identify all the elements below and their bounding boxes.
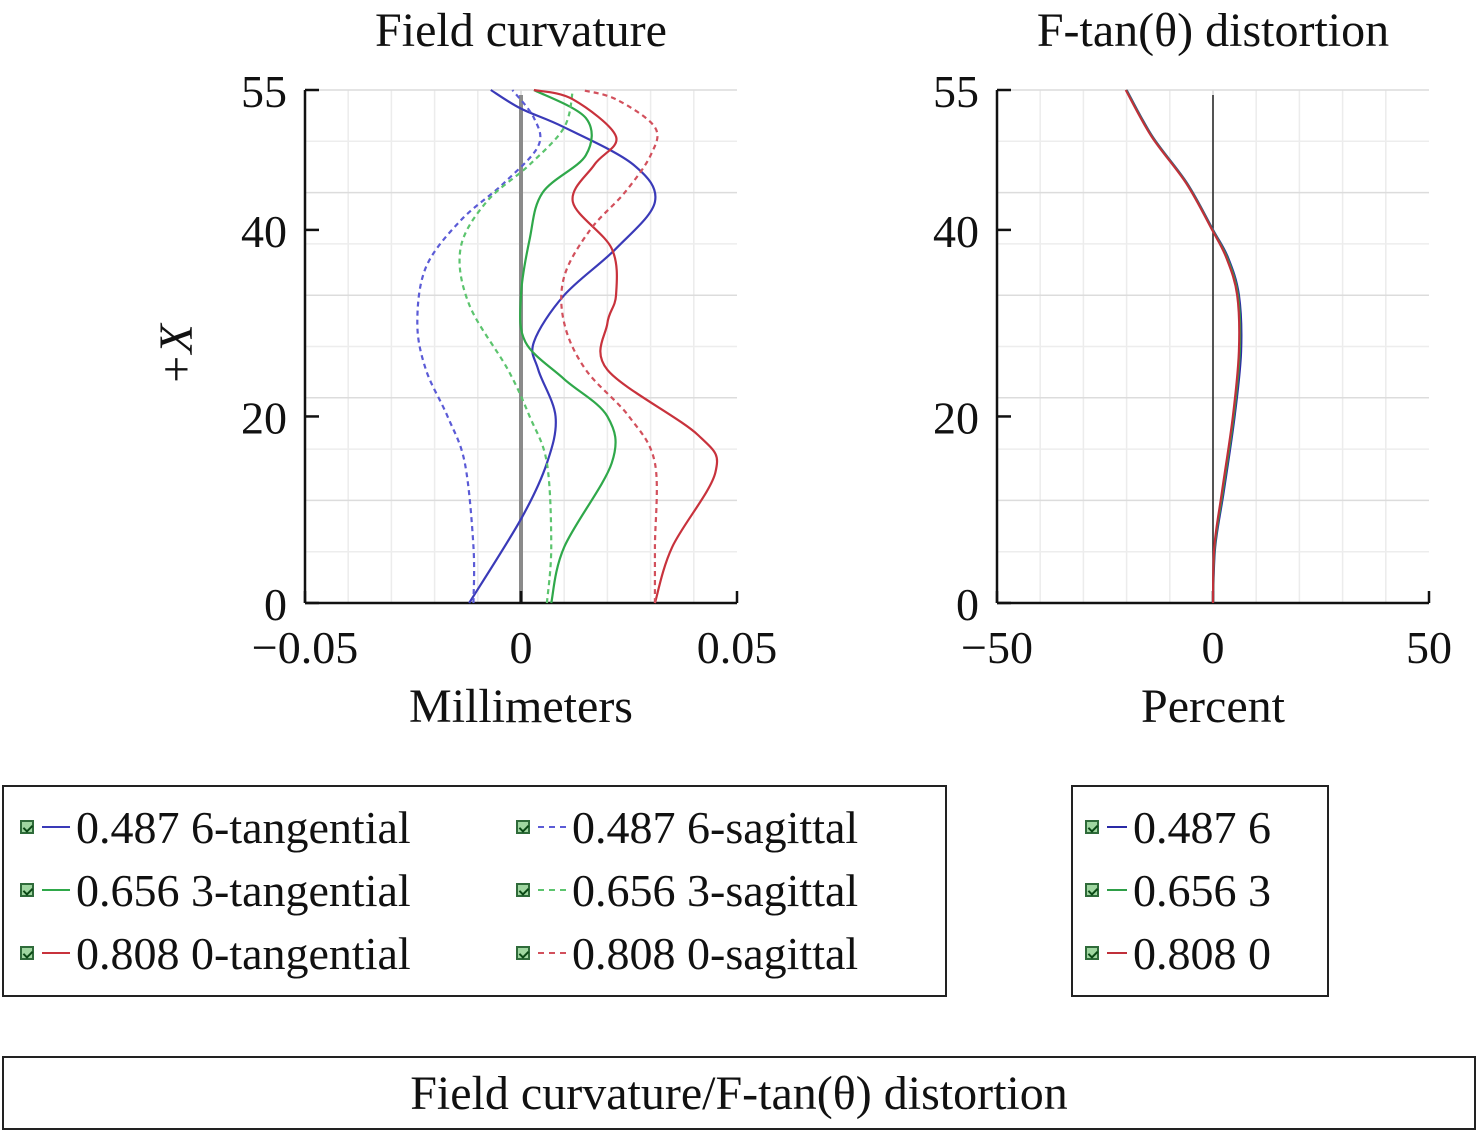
legend-checkbox-icon[interactable]: [516, 883, 530, 897]
x-axis-label: Percent: [1141, 680, 1286, 733]
y-tick-label: 40: [933, 206, 979, 257]
y-tick-label: 0: [264, 579, 287, 630]
y-tick-label: 40: [241, 206, 287, 257]
legend-label: 0.656 3-sagittal: [572, 864, 859, 916]
chart-title: F-tan(θ) distortion: [1037, 4, 1389, 57]
legend-checkbox-icon[interactable]: [20, 946, 34, 960]
legend-item[interactable]: 0.656 3-sagittal: [516, 860, 858, 920]
legend-label: 0.808 0-sagittal: [572, 927, 859, 979]
y-tick-label: 55: [241, 66, 287, 117]
legend-swatch: [42, 826, 70, 828]
legend-swatch: [538, 952, 566, 954]
legend-item[interactable]: 0.487 6-sagittal: [516, 797, 858, 857]
x-tick-label: 50: [1406, 622, 1452, 673]
legend-checkbox-icon[interactable]: [516, 820, 530, 834]
series-line-2: [1124, 89, 1241, 604]
legend-item[interactable]: 0.808 0-tangential: [20, 923, 411, 983]
y-tick-label: 55: [933, 66, 979, 117]
field-curvature-legend: 0.487 6-tangential 0.487 6-sagittal 0.656 …: [2, 785, 947, 997]
series-line-3: [458, 89, 574, 604]
legend-swatch: [1107, 826, 1127, 828]
series-line-1: [416, 89, 542, 604]
legend-swatch: [42, 952, 70, 954]
legend-checkbox-icon[interactable]: [20, 820, 34, 834]
figure-caption-bar: Field curvature/F-tan(θ) distortion: [2, 1056, 1476, 1130]
y-tick-label: 20: [933, 392, 979, 443]
legend-label: 0.808 0: [1133, 927, 1271, 979]
legend-item[interactable]: 0.656 3-tangential: [20, 860, 411, 920]
legend-label: 0.487 6-sagittal: [572, 801, 859, 853]
x-tick-label: −0.05: [252, 622, 358, 673]
series-line-4: [533, 88, 719, 604]
legend-swatch: [538, 826, 566, 828]
legend-item[interactable]: 0.487 6: [1085, 797, 1271, 857]
legend-swatch: [42, 889, 70, 891]
y-axis-label: +X: [150, 322, 203, 385]
x-tick-label: 0: [1202, 622, 1225, 673]
legend-checkbox-icon[interactable]: [1085, 883, 1099, 897]
legend-item[interactable]: 0.808 0: [1085, 923, 1271, 983]
distortion-legend: 0.487 6 0.656 3 0.808 0: [1071, 785, 1329, 997]
y-tick-label: 0: [956, 579, 979, 630]
figure-caption: Field curvature/F-tan(θ) distortion: [410, 1066, 1068, 1120]
y-tick-label: 20: [241, 392, 287, 443]
legend-item[interactable]: 0.656 3: [1085, 860, 1271, 920]
legend-checkbox-icon[interactable]: [516, 946, 530, 960]
x-tick-label: −50: [961, 622, 1033, 673]
legend-swatch: [538, 889, 566, 891]
x-axis-label: Millimeters: [409, 680, 633, 733]
legend-checkbox-icon[interactable]: [1085, 946, 1099, 960]
legend-item[interactable]: 0.487 6-tangential: [20, 797, 411, 857]
legend-label: 0.656 3: [1133, 864, 1271, 916]
legend-item[interactable]: 0.808 0-sagittal: [516, 923, 858, 983]
x-tick-label: 0.05: [697, 622, 778, 673]
legend-swatch: [1107, 889, 1127, 891]
legend-checkbox-icon[interactable]: [20, 883, 34, 897]
legend-label: 0.656 3-tangential: [76, 864, 411, 916]
chart-title: Field curvature: [375, 4, 667, 57]
legend-label: 0.487 6-tangential: [76, 801, 411, 853]
series-line-5: [560, 88, 659, 603]
x-tick-label: 0: [510, 622, 533, 673]
legend-label: 0.487 6: [1133, 801, 1271, 853]
series-line-2: [519, 89, 617, 604]
legend-checkbox-icon[interactable]: [1085, 820, 1099, 834]
legend-swatch: [1107, 952, 1127, 954]
legend-label: 0.808 0-tangential: [76, 927, 411, 979]
